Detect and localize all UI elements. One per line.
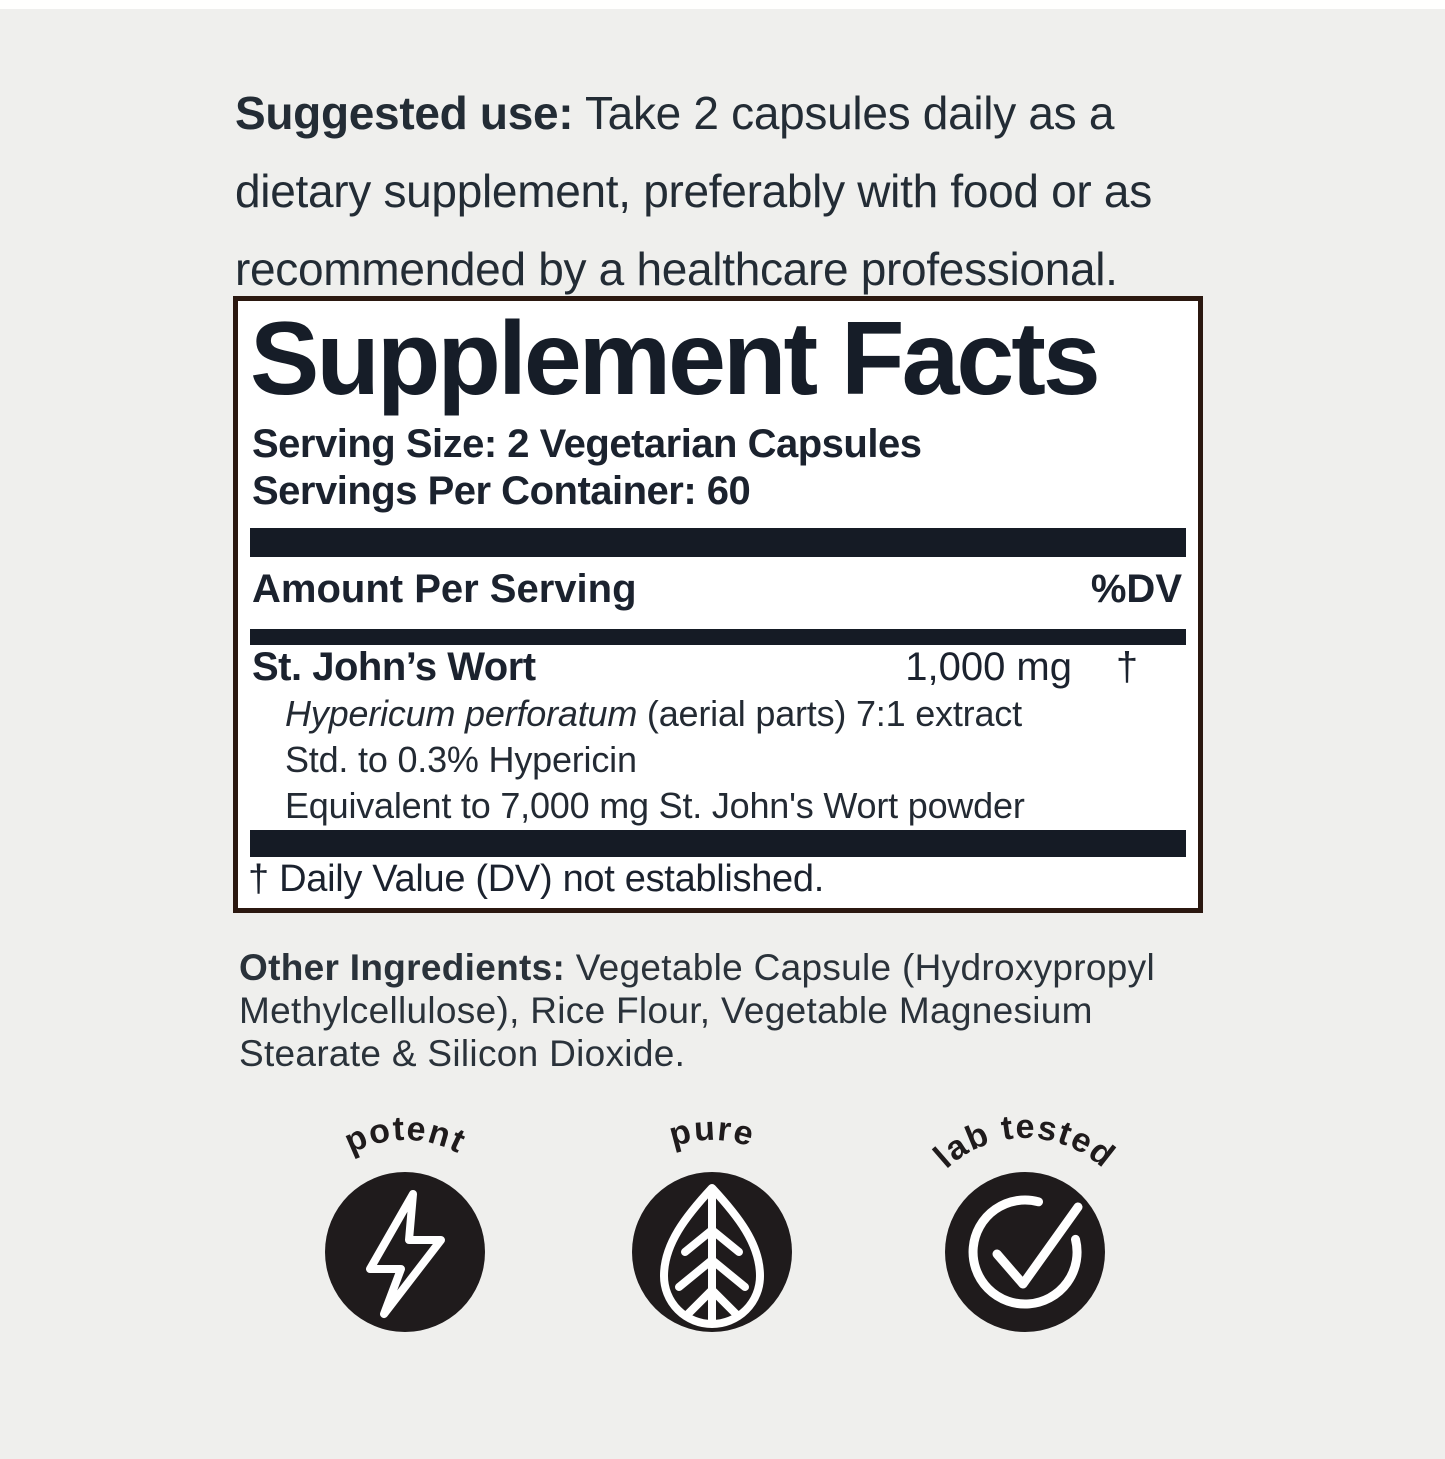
ingredient-detail-standardization: Std. to 0.3% Hypericin	[285, 739, 637, 780]
potent-badge-label: potent	[339, 1110, 472, 1161]
suggested-use-line-3: recommended by a healthcare professional…	[235, 243, 1118, 295]
ingredient-row: St. John’s Wort 1,000 mg †	[252, 645, 1182, 690]
potent-badge: potent	[325, 1110, 485, 1332]
top-strip	[0, 0, 1445, 9]
botanical-name-rest: (aerial parts) 7:1 extract	[637, 693, 1022, 734]
servings-per-container: Servings Per Container: 60	[252, 469, 751, 513]
ingredient-dv-dagger: †	[1115, 645, 1139, 689]
other-ingredients-line-3: Stearate & Silicon Dioxide.	[239, 1033, 686, 1074]
suggested-use-line-1: Suggested use: Take 2 capsules daily as …	[235, 74, 1245, 152]
suggested-use-label: Suggested use:	[235, 87, 574, 139]
dv-footnote: † Daily Value (DV) not established.	[248, 858, 824, 900]
ingredient-detail-botanical: Hypericum perforatum (aerial parts) 7:1 …	[285, 693, 1022, 735]
ingredient-name: St. John’s Wort	[252, 645, 536, 689]
supplement-facts-panel: Supplement Facts Serving Size: 2 Vegetar…	[233, 296, 1203, 913]
potent-badge-circle	[325, 1172, 485, 1332]
divider-bar-bottom	[250, 830, 1186, 857]
other-ingredients-line-2: Methylcellulose), Rice Flour, Vegetable …	[239, 990, 1093, 1031]
suggested-use-line-1-text: Take 2 capsules daily as a	[573, 87, 1115, 139]
ingredient-amount: 1,000 mg	[905, 645, 1072, 689]
other-ingredients-line-1-text: Vegetable Capsule (Hydroxypropyl	[565, 947, 1155, 988]
amount-per-serving-header: Amount Per Serving	[252, 567, 637, 611]
check-circle-icon	[968, 1195, 1083, 1309]
serving-size: Serving Size: 2 Vegetarian Capsules	[252, 422, 922, 466]
lab-tested-badge: lab tested	[926, 1108, 1122, 1332]
other-ingredients-line-1: Other Ingredients: Vegetable Capsule (Hy…	[239, 946, 1259, 989]
suggested-use-paragraph: Suggested use: Take 2 capsules daily as …	[235, 74, 1245, 308]
other-ingredients-label: Other Ingredients:	[239, 947, 566, 988]
supplement-facts-title: Supplement Facts	[250, 301, 1101, 417]
suggested-use-line-2: dietary supplement, preferably with food…	[235, 165, 1152, 217]
other-ingredients-paragraph: Other Ingredients: Vegetable Capsule (Hy…	[239, 946, 1259, 1075]
table-header-row: Amount Per Serving %DV	[252, 567, 1182, 612]
ingredient-detail-equivalent: Equivalent to 7,000 mg St. John's Wort p…	[285, 785, 1025, 826]
divider-bar-top	[250, 528, 1186, 557]
leaf-icon	[660, 1184, 764, 1328]
pure-badge-label: pure	[665, 1110, 759, 1155]
pure-badge: pure	[632, 1110, 792, 1332]
lightning-icon	[366, 1190, 445, 1318]
divider-bar-header	[250, 629, 1186, 645]
botanical-name-italic: Hypericum perforatum	[285, 693, 638, 734]
lab-tested-badge-label: lab tested	[926, 1108, 1122, 1176]
percent-dv-header: %DV	[1090, 567, 1182, 611]
